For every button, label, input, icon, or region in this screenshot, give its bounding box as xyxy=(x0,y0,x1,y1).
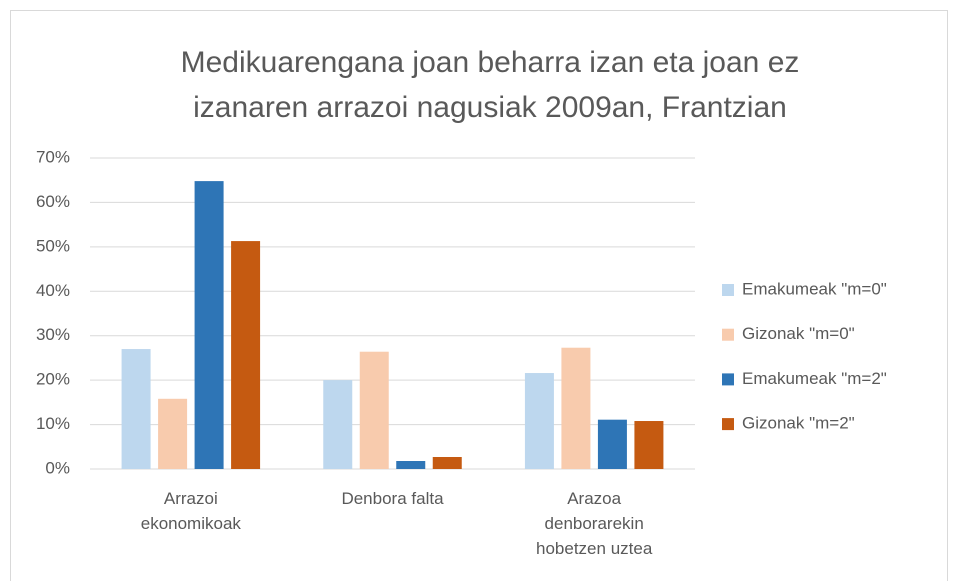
y-tick-label: 20% xyxy=(36,370,70,389)
x-tick-label: Arazoa denborarekin hobetzen uztea xyxy=(536,489,653,558)
bar xyxy=(524,373,554,469)
legend-swatch xyxy=(722,373,734,386)
legend-swatch xyxy=(722,328,734,341)
bar xyxy=(231,241,261,469)
bar xyxy=(158,398,188,469)
legend-swatch xyxy=(722,418,734,431)
y-tick-label: 30% xyxy=(36,325,70,344)
bar xyxy=(597,419,627,469)
chart-title: Medikuarengana joan beharra izan eta joa… xyxy=(180,46,800,124)
bar xyxy=(323,380,353,469)
bar xyxy=(432,457,462,469)
y-tick-label: 60% xyxy=(36,192,70,211)
bar xyxy=(121,349,151,469)
x-tick-label: Denbora falta xyxy=(341,489,444,508)
y-tick-label: 0% xyxy=(45,458,70,477)
x-tick-label: Arrazoi ekonomikoak xyxy=(140,489,241,533)
legend-label: Emakumeak "m=2" xyxy=(742,369,887,388)
bar xyxy=(194,181,224,470)
bar xyxy=(561,347,591,469)
bar xyxy=(634,421,664,469)
chart-border xyxy=(10,10,948,581)
y-tick-label: 40% xyxy=(36,281,70,300)
y-tick-label: 10% xyxy=(36,414,70,433)
bar xyxy=(396,461,426,469)
legend-swatch xyxy=(722,284,734,296)
legend-label: Gizonak "m=2" xyxy=(742,414,855,433)
y-tick-label: 70% xyxy=(36,147,70,166)
legend-label: Emakumeak "m=0" xyxy=(742,279,887,298)
y-tick-label: 50% xyxy=(36,236,70,255)
legend-label: Gizonak "m=0" xyxy=(742,324,855,343)
bar xyxy=(359,351,389,469)
